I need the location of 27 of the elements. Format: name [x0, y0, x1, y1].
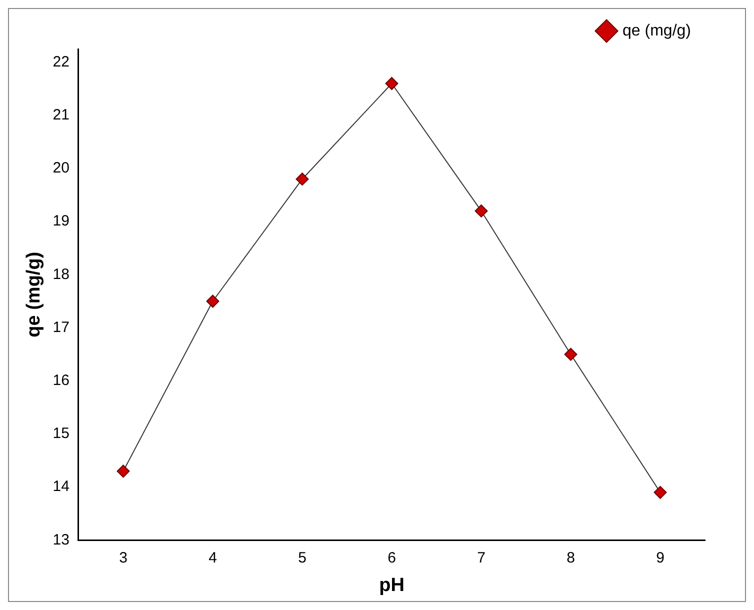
x-tick-label: 3 — [119, 549, 128, 566]
x-tick-label: 9 — [656, 549, 664, 566]
y-tick-label: 20 — [52, 160, 70, 177]
point — [296, 172, 309, 186]
y-tick-label: 18 — [52, 266, 70, 283]
legend-label: qe (mg/g) — [622, 22, 691, 40]
x-axis-title: pH — [379, 574, 404, 596]
y-tick-label: 13 — [52, 531, 70, 548]
x-tick-label: 7 — [477, 549, 486, 566]
x-tick-label: 5 — [298, 549, 306, 566]
y-tick-label: 17 — [52, 318, 70, 336]
x-tick-label: 8 — [566, 549, 575, 566]
point — [385, 77, 398, 90]
point — [474, 204, 488, 218]
point — [564, 348, 578, 361]
x-tick-label: 4 — [208, 549, 217, 566]
y-axis-title: qe (mg/g) — [24, 252, 45, 338]
y-tick-label: 21 — [52, 106, 70, 124]
point — [206, 294, 220, 308]
y-tick-label: 14 — [52, 478, 70, 496]
point — [116, 464, 130, 478]
y-tick-label: 16 — [52, 372, 70, 390]
point — [654, 486, 667, 499]
x-tick-label: 6 — [388, 549, 396, 566]
y-tick-label: 19 — [52, 212, 70, 230]
y-tick-label: 22 — [52, 53, 70, 70]
y-tick-label: 15 — [52, 425, 70, 442]
